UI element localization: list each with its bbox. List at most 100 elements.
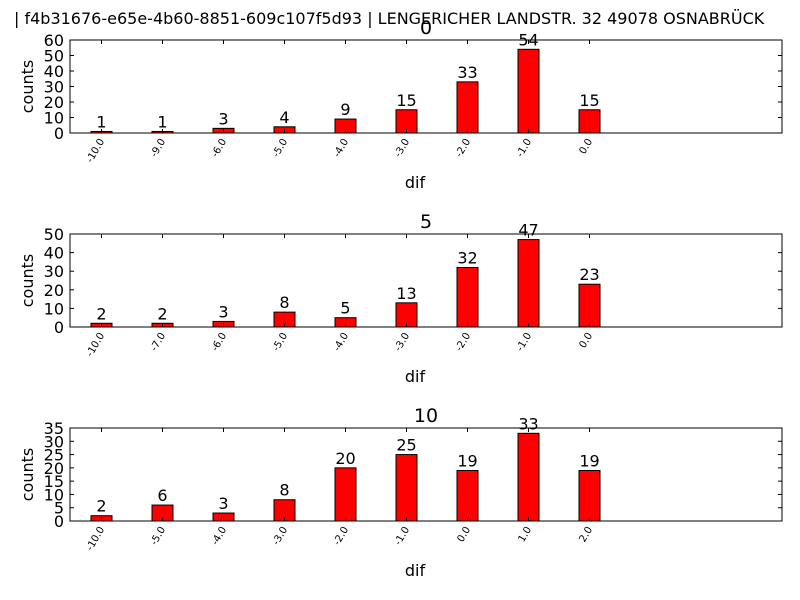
bar-value-label: 5 [340, 299, 350, 318]
bar-value-label: 33 [518, 414, 538, 433]
bar-value-label: 2 [96, 304, 106, 323]
y-tick-label: 60 [44, 31, 64, 50]
y-axis-label: counts [18, 60, 37, 113]
y-tick-label: 20 [44, 459, 64, 478]
y-tick-label: 5 [54, 499, 64, 518]
x-tick-label: -10.0 [85, 331, 107, 359]
bar-value-label: 8 [279, 481, 289, 500]
y-tick-label: 40 [44, 62, 64, 81]
bar-value-label: 19 [457, 452, 477, 471]
bar-value-label: 1 [96, 112, 106, 131]
x-tick-label: -4.0 [210, 525, 229, 547]
x-tick-label: -10.0 [85, 525, 107, 553]
plot-title: 5 [420, 211, 432, 233]
bar [456, 266, 479, 328]
y-tick-label: 40 [44, 244, 64, 263]
y-tick-label: 20 [44, 281, 64, 300]
y-tick-label: 50 [44, 47, 64, 66]
figure-suptitle: | f4b31676-e65e-4b60-8851-609c107f5d93 |… [14, 9, 765, 28]
y-tick-label: 10 [44, 299, 64, 318]
y-tick-label: 35 [44, 419, 64, 438]
bar-value-label: 15 [396, 91, 416, 110]
y-tick-label: 10 [44, 109, 64, 128]
axes-frame [69, 427, 783, 522]
x-tick-label: -1.0 [515, 331, 534, 353]
x-tick-label: -5.0 [149, 525, 168, 547]
bar-value-label: 3 [218, 302, 228, 321]
x-tick-label: -5.0 [271, 331, 290, 353]
bar-value-label: 13 [396, 284, 416, 303]
bar-value-label: 8 [279, 293, 289, 312]
bar-value-label: 23 [579, 265, 599, 284]
x-axis-label: dif [405, 561, 426, 580]
bar [334, 467, 357, 522]
bar [456, 470, 479, 522]
bar-value-label: 25 [396, 436, 416, 455]
x-tick-label: -5.0 [271, 137, 290, 159]
x-tick-label: -2.0 [454, 137, 473, 159]
bar-value-label: 32 [457, 248, 477, 267]
x-tick-label: -4.0 [332, 137, 351, 159]
x-tick-label: -4.0 [332, 331, 351, 353]
y-tick-label: 10 [44, 485, 64, 504]
bar-value-label: 3 [218, 109, 228, 128]
x-tick-label: -7.0 [149, 331, 168, 353]
axes-frame [69, 39, 783, 134]
bar-value-label: 9 [340, 100, 350, 119]
bar-value-label: 19 [579, 452, 599, 471]
x-tick-label: -3.0 [271, 525, 290, 547]
y-tick-label: 20 [44, 93, 64, 112]
x-tick-label: -10.0 [85, 137, 107, 165]
bar-value-label: 3 [218, 494, 228, 513]
x-tick-label: 0.0 [578, 331, 595, 350]
bar-value-label: 33 [457, 63, 477, 82]
x-tick-label: 1.0 [517, 525, 534, 544]
bar-value-label: 4 [279, 108, 289, 127]
x-tick-label: 0.0 [578, 137, 595, 156]
x-axis-label: dif [405, 173, 426, 192]
x-tick-label: 2.0 [578, 525, 595, 544]
x-tick-label: -6.0 [210, 137, 229, 159]
bar [517, 432, 540, 522]
bar [578, 283, 601, 328]
x-tick-label: -2.0 [332, 525, 351, 547]
y-axis-label: counts [18, 254, 37, 307]
y-tick-label: 30 [44, 432, 64, 451]
bar-value-label: 2 [96, 497, 106, 516]
y-tick-label: 0 [54, 318, 64, 337]
y-tick-label: 30 [44, 78, 64, 97]
bar [456, 81, 479, 134]
bar-value-label: 15 [579, 91, 599, 110]
bar [395, 454, 418, 522]
x-tick-label: -3.0 [393, 137, 412, 159]
plot-title: 10 [414, 405, 438, 427]
x-tick-label: -3.0 [393, 331, 412, 353]
x-tick-label: -9.0 [149, 137, 168, 159]
x-tick-label: -2.0 [454, 331, 473, 353]
x-tick-label: -1.0 [515, 137, 534, 159]
y-tick-label: 15 [44, 472, 64, 491]
x-tick-label: 0.0 [456, 525, 473, 544]
x-tick-label: -6.0 [210, 331, 229, 353]
y-tick-label: 0 [54, 512, 64, 531]
bar-value-label: 20 [335, 449, 355, 468]
bar [517, 239, 540, 328]
y-tick-label: 30 [44, 262, 64, 281]
bar-value-label: 2 [157, 304, 167, 323]
y-tick-label: 25 [44, 446, 64, 465]
y-tick-label: 0 [54, 124, 64, 143]
x-axis-label: dif [405, 367, 426, 386]
bar [517, 48, 540, 134]
bar-value-label: 1 [157, 112, 167, 131]
plot-title: 0 [420, 17, 432, 39]
bar-value-label: 6 [157, 486, 167, 505]
y-axis-label: counts [18, 448, 37, 501]
axes-frame [69, 233, 783, 328]
y-tick-label: 50 [44, 225, 64, 244]
bar [578, 470, 601, 522]
